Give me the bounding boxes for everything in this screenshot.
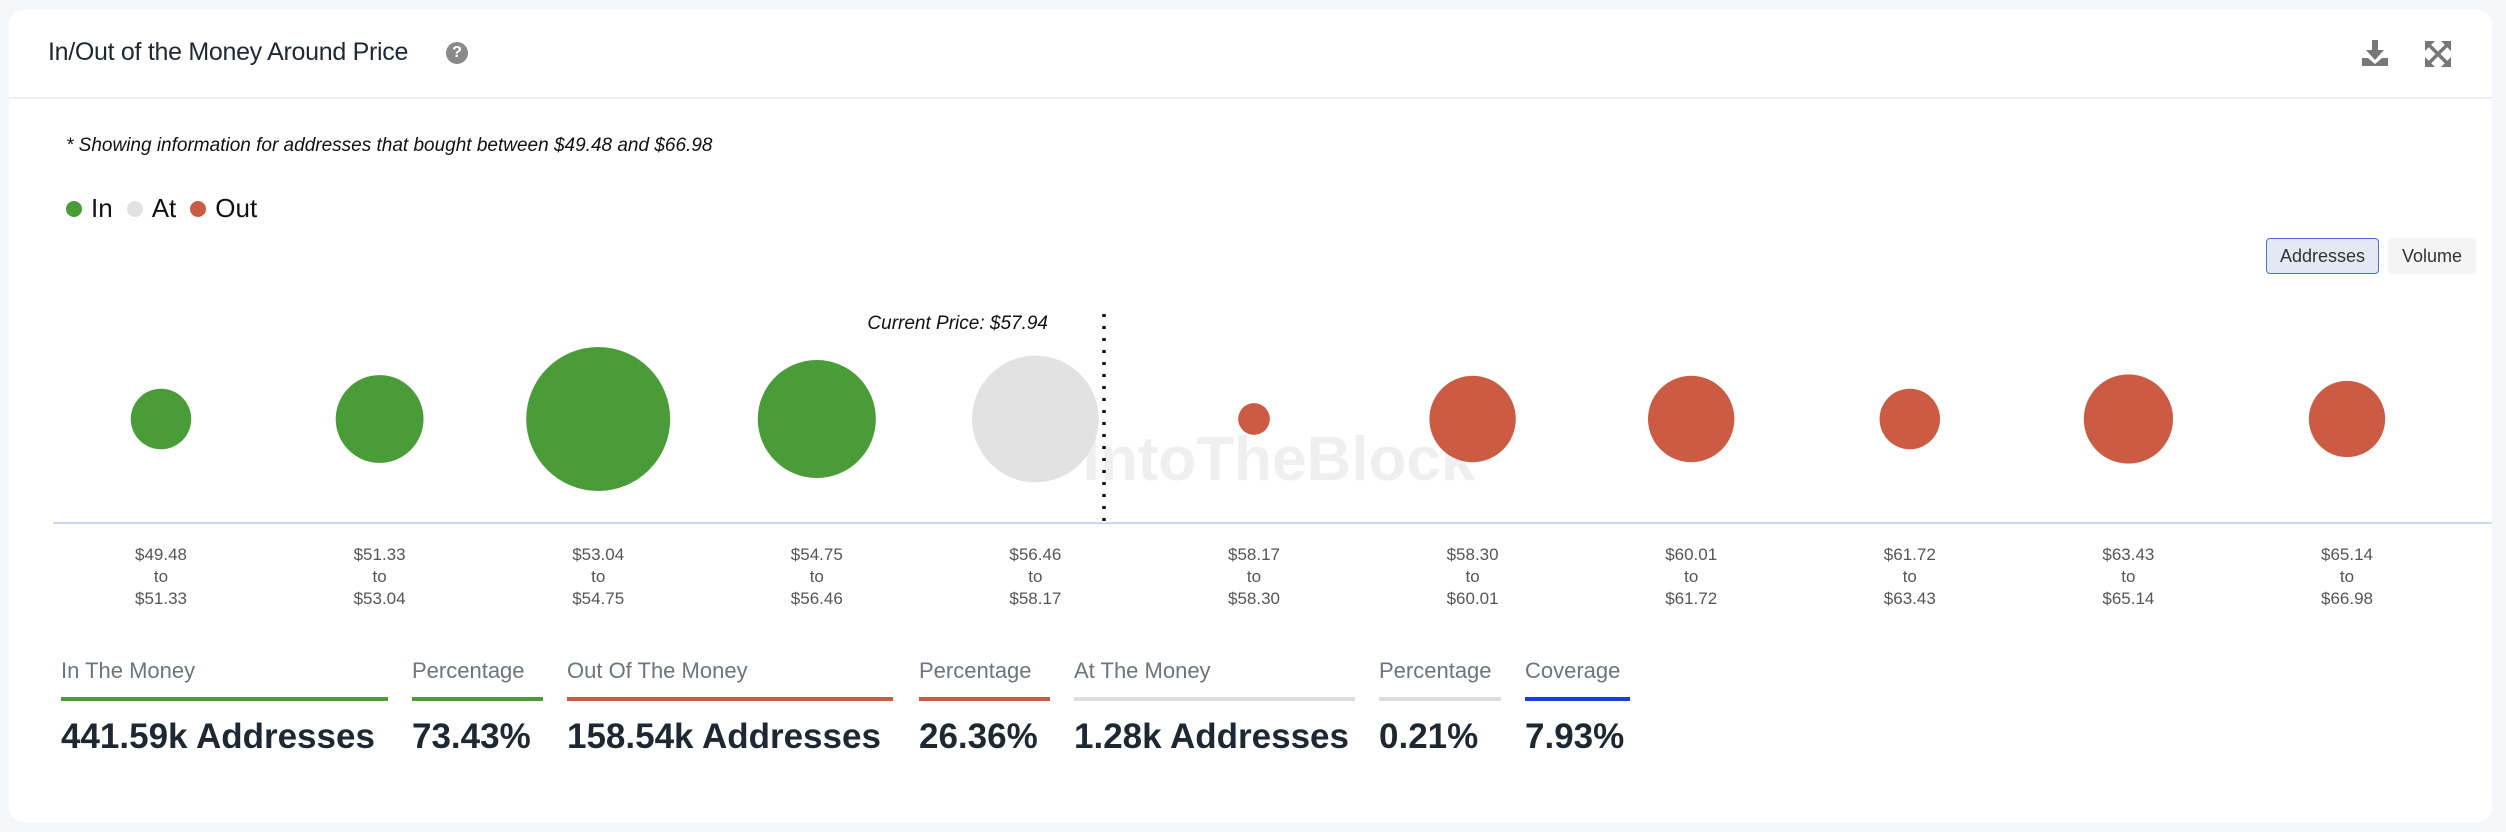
bubble-in[interactable] xyxy=(335,375,424,463)
legend-dot-icon xyxy=(190,200,207,217)
chart-card: In/Out of the Money Around Price ? * Sho… xyxy=(9,10,2492,822)
card-header: In/Out of the Money Around Price ? xyxy=(9,10,2492,99)
stat-block: Out Of The Money 158.54k Addresses xyxy=(567,658,893,757)
stat-underline xyxy=(61,697,388,701)
bubble-out[interactable] xyxy=(1879,388,1941,450)
bubble-in[interactable] xyxy=(130,388,192,450)
x-tick-label: $63.43 xyxy=(1884,589,1936,608)
stat-value: 7.93% xyxy=(1525,717,1625,756)
x-tick-label: $49.48 xyxy=(135,545,187,564)
stat-block: In The Money 441.59k Addresses xyxy=(61,658,388,757)
stat-label: In The Money xyxy=(61,658,196,683)
x-tick-label: $56.46 xyxy=(791,589,843,608)
stat-value: 441.59k Addresses xyxy=(61,717,375,756)
x-tick-label: $51.33 xyxy=(135,589,187,608)
stat-label: Coverage xyxy=(1525,658,1621,683)
x-tick-label: to xyxy=(154,567,168,586)
card-title: In/Out of the Money Around Price xyxy=(48,38,409,66)
x-tick-label: to xyxy=(1466,567,1480,586)
x-tick-label: to xyxy=(1903,567,1917,586)
stat-block: At The Money 1.28k Addresses xyxy=(1074,658,1355,757)
stat-value: 73.43% xyxy=(412,717,531,756)
x-tick-label: to xyxy=(2340,567,2354,586)
x-tick-label: to xyxy=(373,567,387,586)
x-tick-label: $58.17 xyxy=(1228,545,1280,564)
x-tick-label: to xyxy=(1247,567,1261,586)
stat-label: Percentage xyxy=(412,658,525,683)
stat-label: Out Of The Money xyxy=(567,658,748,683)
x-tick-label: $63.43 xyxy=(2102,545,2154,564)
x-tick-label: $58.30 xyxy=(1228,589,1280,608)
bubble-out[interactable] xyxy=(1429,375,1516,463)
x-tick-label: $54.75 xyxy=(791,545,843,564)
stat-value: 1.28k Addresses xyxy=(1074,717,1349,756)
stat-underline xyxy=(1379,697,1501,701)
addresses-toggle-button[interactable]: Addresses xyxy=(2266,238,2380,274)
x-tick-label: $65.14 xyxy=(2102,589,2154,608)
x-tick-label: to xyxy=(1684,567,1698,586)
stat-label: Percentage xyxy=(919,658,1032,683)
x-tick-label: to xyxy=(810,567,824,586)
stat-label: At The Money xyxy=(1074,658,1211,683)
x-tick-label: $53.04 xyxy=(354,589,406,608)
legend-dot-icon xyxy=(126,200,143,217)
x-tick-label: $66.98 xyxy=(2321,589,2373,608)
x-tick-label: $65.14 xyxy=(2321,545,2373,564)
stat-block: Percentage 26.36% xyxy=(919,658,1050,757)
volume-toggle-button[interactable]: Volume xyxy=(2388,238,2477,274)
stat-block: Coverage 7.93% xyxy=(1525,658,1630,757)
legend-item-in[interactable]: In xyxy=(66,193,113,224)
legend-dot-icon xyxy=(66,200,82,217)
x-tick-label: $58.30 xyxy=(1447,545,1499,564)
x-tick-label: $56.46 xyxy=(1009,545,1061,564)
legend-label: Out xyxy=(215,193,258,223)
x-tick-label: $61.72 xyxy=(1665,589,1717,608)
question-circle-icon[interactable]: ? xyxy=(446,42,468,64)
download-icon[interactable] xyxy=(2359,38,2391,70)
x-tick-label: to xyxy=(591,567,605,586)
x-tick-label: to xyxy=(2121,567,2135,586)
bubble-out[interactable] xyxy=(2083,374,2174,464)
bubble-out[interactable] xyxy=(1238,403,1270,435)
stat-value: 158.54k Addresses xyxy=(567,717,881,756)
stat-underline xyxy=(1525,697,1630,701)
stat-value: 0.21% xyxy=(1379,717,1479,756)
subtitle-note: * Showing information for addresses that… xyxy=(66,135,713,156)
stat-block: Percentage 73.43% xyxy=(412,658,543,757)
bubble-out[interactable] xyxy=(2308,380,2386,458)
stat-underline xyxy=(919,697,1050,701)
legend: In At Out xyxy=(66,193,271,224)
expand-icon[interactable] xyxy=(2422,38,2454,70)
x-tick-label: $54.75 xyxy=(572,589,624,608)
stat-underline xyxy=(567,697,893,701)
x-tick-label: $58.17 xyxy=(1009,589,1061,608)
x-tick-label: to xyxy=(1028,567,1042,586)
legend-item-at[interactable]: At xyxy=(126,193,177,224)
legend-item-out[interactable]: Out xyxy=(190,193,257,224)
current-price-label: Current Price: $57.94 xyxy=(867,313,1048,334)
watermark-logo: IntoTheBlock xyxy=(1083,425,1476,494)
stat-underline xyxy=(1074,697,1355,701)
legend-label: At xyxy=(151,193,177,223)
x-tick-label: $60.01 xyxy=(1665,545,1717,564)
x-tick-label: $51.33 xyxy=(354,545,406,564)
stat-value: 26.36% xyxy=(919,717,1038,756)
stat-label: Percentage xyxy=(1379,658,1492,683)
x-tick-label: $60.01 xyxy=(1447,589,1499,608)
bubble-out[interactable] xyxy=(1648,375,1735,463)
bubble-at[interactable] xyxy=(972,355,1099,483)
legend-label: In xyxy=(91,193,113,223)
bubble-in[interactable] xyxy=(757,359,876,479)
x-tick-label: $53.04 xyxy=(572,545,624,564)
stat-underline xyxy=(412,697,543,701)
bubble-chart: IntoTheBlock Current Price: $57.94 $49.4… xyxy=(53,313,2492,608)
stat-block: Percentage 0.21% xyxy=(1379,658,1501,757)
x-tick-label: $61.72 xyxy=(1884,545,1936,564)
bubble-in[interactable] xyxy=(526,347,671,491)
